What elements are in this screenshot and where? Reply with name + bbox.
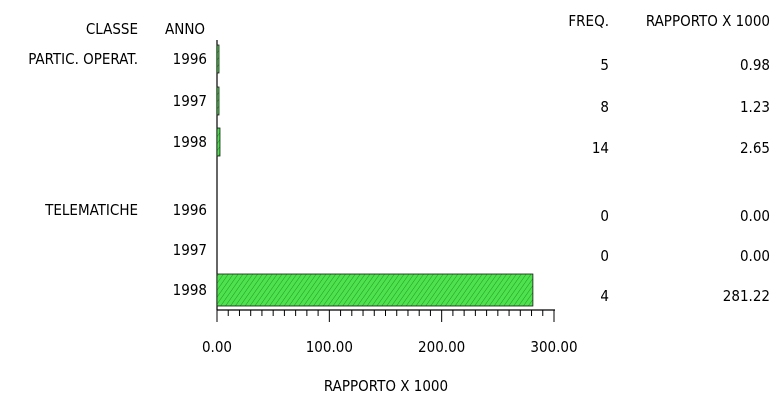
bar (216, 127, 221, 157)
header-rapporto: RAPPORTO X 1000 (646, 12, 770, 30)
freq-value: 5 (600, 56, 609, 74)
class-label: TELEMATICHE (44, 201, 138, 219)
freq-value: 0 (600, 247, 609, 265)
rapporto-value: 281.22 (723, 287, 770, 305)
rapporto-value: 1.23 (740, 98, 770, 116)
header-classe: CLASSE (86, 20, 138, 38)
year-label: 1998 (173, 281, 207, 299)
rapporto-value: 2.65 (740, 139, 770, 157)
rapporto-value: 0.00 (740, 247, 770, 265)
header-anno: ANNO (165, 20, 205, 38)
freq-value: 4 (600, 287, 609, 305)
freq-value: 14 (592, 139, 609, 157)
year-label: 1997 (173, 92, 207, 110)
rapporto-value: 0.00 (740, 207, 770, 225)
year-label: 1998 (173, 133, 207, 151)
year-label: 1997 (173, 241, 207, 259)
bar (216, 44, 220, 74)
bar (216, 273, 534, 307)
year-label: 1996 (173, 50, 207, 68)
header-freq: FREQ. (568, 12, 609, 30)
x-tick-label: 0.00 (202, 338, 232, 356)
class-label: PARTIC. OPERAT. (28, 50, 138, 68)
x-axis-title: RAPPORTO X 1000 (324, 377, 448, 395)
x-tick-label: 100.00 (306, 338, 353, 356)
bar (216, 86, 220, 116)
x-tick-label: 300.00 (530, 338, 577, 356)
rapporto-value: 0.98 (740, 56, 770, 74)
freq-value: 8 (600, 98, 609, 116)
year-label: 1996 (173, 201, 207, 219)
freq-value: 0 (600, 207, 609, 225)
x-tick-label: 200.00 (418, 338, 465, 356)
